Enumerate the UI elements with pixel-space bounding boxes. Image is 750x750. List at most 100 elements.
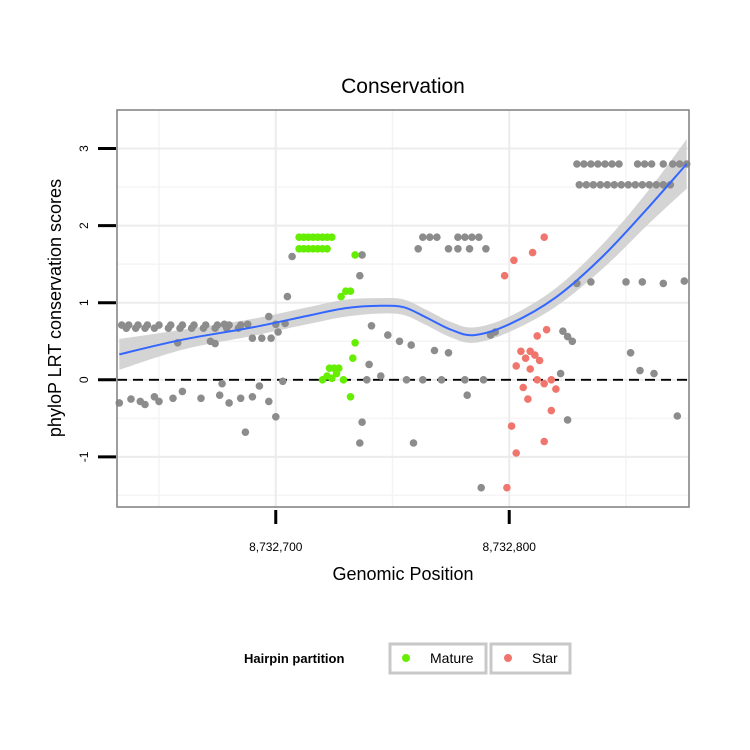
- point-other: [258, 334, 266, 343]
- point-other: [248, 334, 257, 343]
- point-other: [465, 245, 474, 253]
- point-other: [615, 160, 623, 168]
- data-points: [115, 160, 691, 492]
- ribbon-band: [119, 139, 687, 370]
- point-other: [279, 377, 287, 386]
- point-other: [377, 372, 385, 380]
- point-other: [468, 233, 476, 241]
- point-other: [617, 181, 626, 189]
- point-other: [255, 382, 264, 390]
- point-other: [640, 160, 649, 168]
- point-other: [461, 233, 469, 241]
- point-other: [220, 320, 229, 329]
- y-axis-label: phyloP LRT conservation scores: [45, 179, 65, 437]
- point-other: [274, 328, 282, 336]
- point-other: [652, 181, 661, 189]
- point-other: [288, 252, 296, 261]
- point-other: [356, 271, 364, 280]
- point-other: [265, 312, 273, 321]
- point-other: [225, 399, 233, 407]
- point-other: [668, 160, 677, 168]
- point-other: [680, 277, 689, 285]
- point-other: [178, 387, 187, 396]
- point-other: [575, 181, 584, 189]
- point-other: [211, 324, 219, 333]
- point-other: [563, 332, 572, 341]
- chart-title: Conservation: [341, 75, 465, 98]
- point-other: [218, 379, 226, 388]
- point-star: [510, 256, 518, 265]
- point-other: [176, 324, 184, 333]
- point-other: [580, 160, 588, 168]
- point-star: [512, 362, 520, 370]
- legend-key-star: [489, 642, 572, 675]
- smooth-fit-line: [119, 163, 688, 356]
- point-star: [535, 356, 544, 365]
- point-other: [444, 245, 453, 253]
- point-other: [127, 395, 135, 403]
- point-other: [675, 160, 684, 168]
- point-other: [141, 324, 149, 333]
- point-other: [402, 376, 411, 384]
- point-other: [624, 181, 633, 189]
- point-star: [552, 385, 560, 393]
- point-star: [540, 233, 548, 241]
- point-mature: [328, 374, 336, 383]
- x-tick-label: 8,732,700: [249, 540, 303, 554]
- point-star: [503, 483, 511, 492]
- point-other: [241, 428, 250, 437]
- legend-swatch-mature: [402, 654, 410, 662]
- point-star: [519, 383, 527, 392]
- point-other: [666, 181, 675, 189]
- point-star: [517, 347, 525, 356]
- point-other: [169, 394, 177, 403]
- point-mature: [337, 292, 345, 301]
- point-other: [236, 394, 245, 403]
- point-other: [659, 181, 668, 189]
- point-star: [526, 365, 534, 373]
- point-other: [243, 320, 252, 329]
- point-other: [626, 349, 635, 357]
- point-mature: [346, 287, 355, 296]
- y-tick-label: 2: [77, 222, 91, 229]
- point-other: [272, 413, 280, 421]
- point-other: [433, 233, 441, 241]
- point-other: [610, 181, 619, 189]
- point-other: [647, 160, 656, 168]
- point-other: [356, 439, 364, 447]
- x-axis-label: Genomic Position: [332, 564, 473, 584]
- point-star: [533, 376, 541, 384]
- point-mature: [328, 233, 336, 241]
- point-other: [638, 278, 647, 286]
- point-mature: [346, 393, 355, 401]
- point-other: [437, 376, 446, 384]
- legend-title: Hairpin partition: [244, 651, 344, 666]
- point-other: [461, 376, 469, 384]
- point-star: [542, 325, 551, 334]
- point-other: [475, 233, 483, 241]
- point-other: [477, 483, 486, 492]
- x-axis: 8,732,700 8,732,800: [249, 510, 536, 554]
- point-other: [650, 369, 658, 378]
- point-mature: [323, 245, 331, 253]
- plot-area: [115, 109, 691, 508]
- point-other: [155, 397, 163, 406]
- point-other: [633, 160, 642, 168]
- point-other: [141, 400, 149, 409]
- point-other: [463, 391, 472, 400]
- point-mature: [339, 376, 348, 384]
- point-other: [608, 160, 616, 168]
- point-other: [122, 324, 131, 333]
- smooth-curve: [119, 163, 688, 356]
- point-other: [283, 292, 292, 301]
- y-axis: -1 0 1 2 3: [77, 145, 116, 462]
- point-other: [267, 334, 275, 343]
- point-other: [587, 278, 595, 286]
- point-other: [568, 337, 577, 346]
- point-other: [426, 233, 434, 241]
- point-other: [363, 376, 371, 384]
- legend: Hairpin partition Mature Star: [244, 642, 572, 675]
- point-other: [659, 279, 668, 288]
